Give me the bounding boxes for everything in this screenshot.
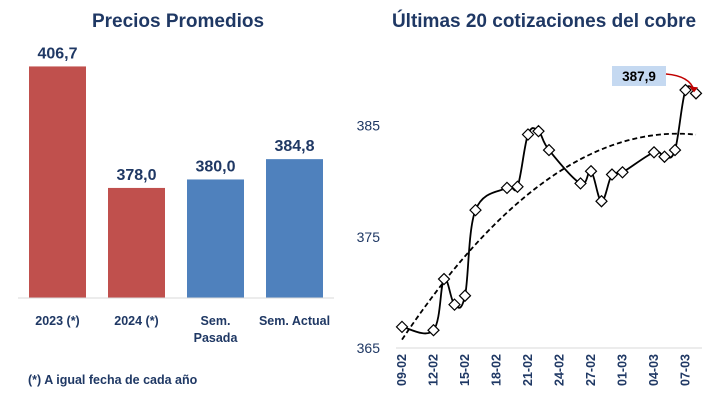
callout-arrow-head [689,86,698,93]
data-point [584,164,598,178]
x-tick-label: 12-02 [427,354,441,386]
data-point [448,298,461,311]
data-point [395,320,409,334]
x-tick-label: 24-02 [553,354,567,386]
data-point [668,143,682,157]
data-point [500,181,514,195]
data-point [605,168,619,181]
data-point [658,150,671,164]
x-tick-label: 15-02 [458,354,472,386]
x-tick-label: 21-02 [521,354,535,386]
data-point [521,128,535,141]
data-point [647,145,661,159]
data-point [616,165,629,179]
data-point [574,177,587,190]
average-prices-bar-chart: 406,7 2023 (*) 378,0 2024 (*) 380,0 Sem. Pasad… [18,45,334,345]
line-chart-title: Últimas 20 cotizaciones del cobre [391,11,697,32]
y-tick-label: 385 [357,118,381,134]
data-point [458,289,472,303]
copper-price-line [401,85,697,335]
data-point [679,83,692,97]
bar-1 [29,66,86,298]
data-point [595,194,608,208]
bar-chart-title: Precios Promedios [91,11,265,32]
data-point [532,124,545,138]
bar-value-label: 378,0 [116,167,156,184]
copper-quotes-line-chart: 365 375 385 09-02 12-02 15-02 18-02 21-02 24-02 2… [357,66,703,386]
data-point [511,180,524,194]
last-value-label: 387,9 [622,69,656,84]
x-tick-label: 07-03 [679,354,693,386]
x-tick-label: 01-03 [616,354,630,386]
average-prices-panel: Precios Promedios 406,7 2023 (*) 378,0 2024… [18,11,334,387]
last-value-box [612,66,666,86]
callout-arrow [665,73,695,91]
category-label: 2024 (*) [114,314,158,328]
data-point [469,203,482,217]
category-label: Sem. [201,314,231,328]
data-point [542,143,556,157]
x-tick-label: 04-03 [647,354,661,386]
category-label: Pasada [194,331,239,345]
x-tick-label: 09-02 [395,354,409,386]
bar-chart-footnote: (*) A igual fecha de cada año [28,373,198,387]
bar-3 [187,179,244,298]
bar-value-label: 384,8 [274,138,314,155]
y-tick-label: 365 [357,340,381,356]
x-tick-label: 27-02 [584,354,598,386]
category-label: 2023 (*) [35,314,79,328]
bar-value-label: 406,7 [37,45,77,62]
category-label: Sem. Actual [259,314,330,328]
bar-value-label: 380,0 [195,158,235,175]
bar-4 [266,159,323,298]
bar-2 [108,187,165,298]
x-tick-label: 18-02 [490,354,504,386]
copper-quotes-panel: Últimas 20 cotizaciones del cobre 365 375… [356,0,712,400]
y-tick-label: 375 [357,229,381,245]
data-point [437,272,451,286]
data-point [427,323,440,337]
trendline [401,132,697,341]
